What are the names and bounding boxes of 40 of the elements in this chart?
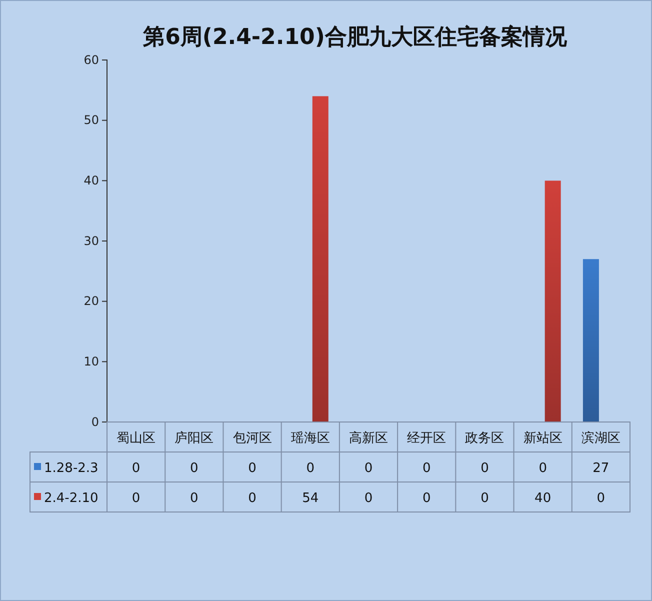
y-tick-label: 0 xyxy=(91,414,99,429)
x-tick-label: 新站区 xyxy=(523,431,562,446)
y-tick-label: 50 xyxy=(84,113,99,128)
y-tick-label: 40 xyxy=(84,174,99,188)
data-label: 27 xyxy=(592,461,610,476)
x-tick-label: 包河区 xyxy=(232,431,272,446)
data-label: 0 xyxy=(422,461,431,476)
x-tick-label: 庐阳区 xyxy=(174,430,214,446)
data-label: 0 xyxy=(132,491,140,506)
data-label: 0 xyxy=(190,461,198,476)
x-tick-label: 滨湖区 xyxy=(581,430,620,446)
y-tick-label: 60 xyxy=(84,52,99,67)
y-tick-label: 20 xyxy=(84,294,99,308)
data-label: 0 xyxy=(422,491,431,506)
y-tick-label: 10 xyxy=(84,354,99,369)
data-label: 0 xyxy=(306,461,315,476)
y-tick-label: 30 xyxy=(84,234,99,248)
x-tick-label: 高新区 xyxy=(349,430,388,446)
legend-label: 2.4-2.10 xyxy=(44,491,98,506)
data-label: 0 xyxy=(480,461,489,476)
data-label: 0 xyxy=(364,491,373,506)
data-label: 0 xyxy=(248,491,256,506)
chart-title: 第6周(2.4-2.10)合肥九大区住宅备案情况 xyxy=(142,24,568,50)
data-label: 0 xyxy=(132,461,140,476)
data-label: 0 xyxy=(538,461,547,476)
data-label: 0 xyxy=(190,491,198,506)
x-tick-label: 经开区 xyxy=(407,431,446,446)
data-label: 0 xyxy=(596,491,606,506)
data-label: 40 xyxy=(534,491,552,506)
data-label: 0 xyxy=(480,491,489,506)
bar xyxy=(582,259,599,422)
bar xyxy=(312,96,328,422)
bar xyxy=(544,180,561,422)
data-label: 0 xyxy=(364,461,373,476)
x-tick-label: 蜀山区 xyxy=(116,431,156,446)
x-tick-label: 瑶海区 xyxy=(290,431,330,446)
data-label: 54 xyxy=(302,491,319,506)
data-label: 0 xyxy=(248,461,256,476)
x-tick-label: 政务区 xyxy=(465,431,504,446)
legend-label: 1.28-2.3 xyxy=(44,461,98,476)
